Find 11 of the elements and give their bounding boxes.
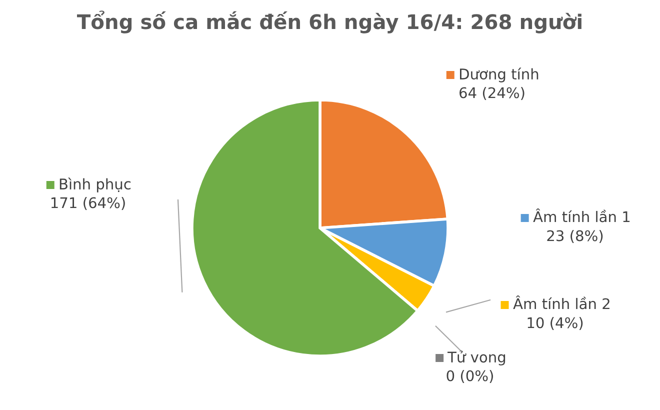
data-label: 23 (8%) — [547, 230, 603, 243]
legend-label: Tử vong — [447, 350, 506, 366]
legend-label: Âm tính lần 2 — [513, 296, 610, 310]
legend-label: Âm tính lần 1 — [533, 208, 630, 222]
data-label: 10 (4%) — [528, 316, 583, 330]
data-label: 64 (24%) — [460, 86, 524, 100]
text: 0 (0%) — [446, 370, 493, 383]
chart-title: Tổng số ca mắc đến 6h ngày 16/4: 268 người — [76, 10, 582, 34]
legend-label: Dương tính — [460, 68, 538, 82]
legend-label: Bình phục — [60, 178, 131, 192]
data-label: 171 (64%) — [51, 196, 125, 210]
